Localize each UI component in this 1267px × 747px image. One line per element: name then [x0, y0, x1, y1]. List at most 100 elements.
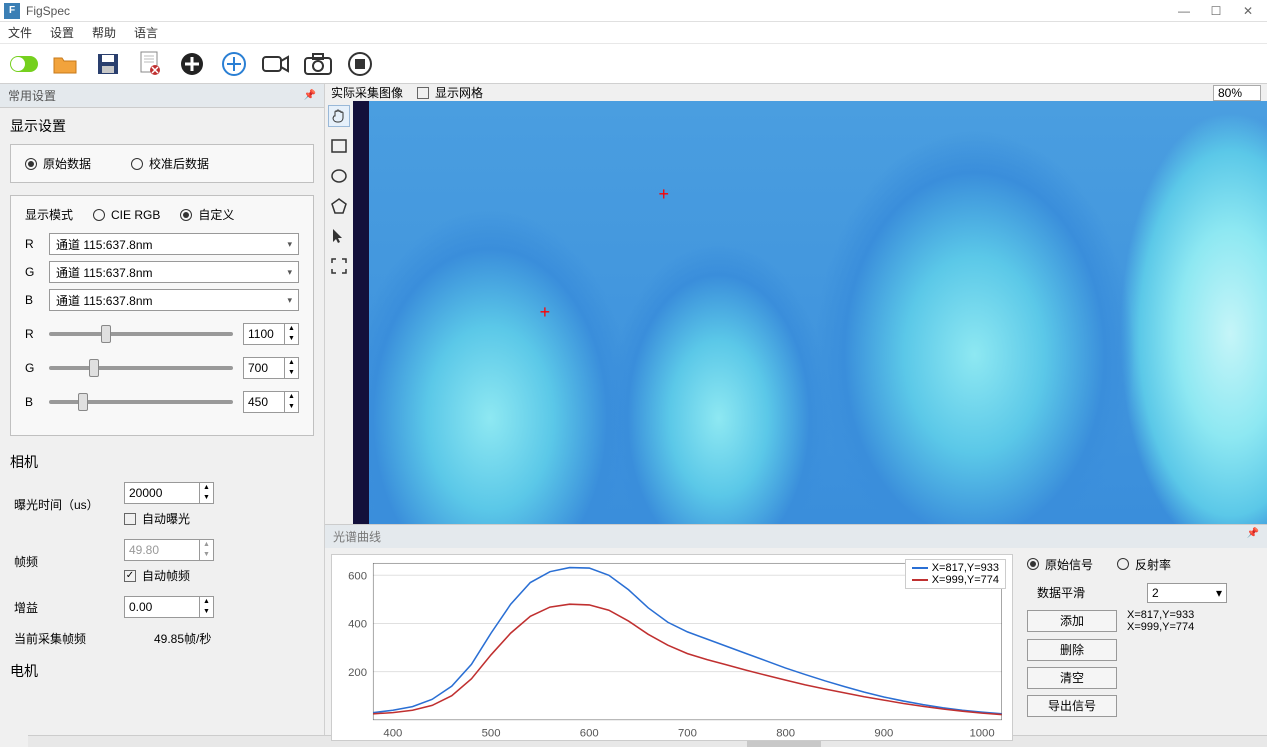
show-grid-label: 显示网格: [435, 84, 483, 101]
maximize-button[interactable]: ☐: [1201, 2, 1231, 20]
hyperspectral-image: [353, 101, 1267, 523]
caret-icon: ▾: [287, 295, 292, 306]
b-channel-label: B: [25, 293, 39, 307]
data-mode-box: 原始数据 校准后数据: [10, 144, 314, 183]
b-gain-slider[interactable]: [49, 400, 233, 404]
spectrum-title: 光谱曲线: [333, 528, 381, 545]
open-icon[interactable]: [52, 50, 80, 78]
delete-button[interactable]: 删除: [1027, 639, 1117, 661]
radio-custom-label: 自定义: [198, 206, 234, 223]
pin-icon[interactable]: 📌: [1247, 528, 1259, 545]
svg-text:400: 400: [348, 618, 367, 630]
b-channel-value: 通道 115:637.8nm: [56, 292, 153, 309]
gain-spin[interactable]: 0.00▲▼: [124, 596, 214, 618]
image-viewport[interactable]: + +: [353, 101, 1267, 523]
b-channel-select[interactable]: 通道 115:637.8nm ▾: [49, 289, 299, 311]
spectrum-panel: 光谱曲线 📌 2004006004005006007008009001000 X…: [325, 524, 1267, 747]
crosshair-1[interactable]: +: [658, 185, 669, 203]
add-button[interactable]: 添加: [1027, 610, 1117, 632]
svg-text:900: 900: [874, 727, 893, 739]
close-button[interactable]: ✕: [1233, 2, 1263, 20]
coord-2: X=999,Y=774: [1127, 621, 1194, 633]
menu-file[interactable]: 文件: [8, 24, 32, 41]
svg-text:800: 800: [776, 727, 795, 739]
radio-raw-signal[interactable]: 原始信号: [1027, 556, 1093, 573]
menu-help[interactable]: 帮助: [92, 24, 116, 41]
r-gain-slider[interactable]: [49, 332, 233, 336]
exposure-label: 曝光时间（us）: [14, 496, 124, 513]
svg-text:500: 500: [482, 727, 501, 739]
radio-cie-label: CIE RGB: [111, 208, 160, 222]
menu-settings[interactable]: 设置: [50, 24, 74, 41]
app-title: FigSpec: [26, 4, 1169, 18]
radio-raw-label: 原始数据: [43, 155, 91, 172]
gain-label: 增益: [14, 599, 124, 616]
g-channel-label: G: [25, 265, 39, 279]
polygon-tool[interactable]: [328, 195, 350, 217]
motor-title: 电机: [0, 653, 324, 685]
image-header-label: 实际采集图像: [331, 84, 403, 101]
radio-calibrated-data[interactable]: 校准后数据: [131, 155, 209, 172]
exposure-spin[interactable]: 20000▲▼: [124, 482, 214, 504]
g-gain-slider[interactable]: [49, 366, 233, 370]
titlebar: F FigSpec — ☐ ✕: [0, 0, 1267, 22]
auto-exposure-checkbox[interactable]: 自动曝光: [124, 510, 214, 527]
image-area: + +: [325, 101, 1267, 523]
r-gain-spin[interactable]: 1100▲▼: [243, 323, 299, 345]
g-gain-spin[interactable]: 700▲▼: [243, 357, 299, 379]
pointer-tool[interactable]: [328, 225, 350, 247]
legend-0: X=817,Y=933: [932, 562, 999, 574]
display-mode-label: 显示模式: [25, 206, 73, 223]
camera-icon[interactable]: [304, 50, 332, 78]
discard-doc-icon[interactable]: [136, 50, 164, 78]
fullscreen-tool[interactable]: [328, 255, 350, 277]
sidebar-panel-title: 常用设置: [8, 87, 56, 104]
auto-fps-checkbox[interactable]: 自动帧频: [124, 567, 214, 584]
svg-text:200: 200: [348, 666, 367, 678]
export-button[interactable]: 导出信号: [1027, 695, 1117, 717]
reflectance-label: 反射率: [1135, 556, 1171, 573]
menubar: 文件 设置 帮助 语言: [0, 22, 1267, 44]
radio-cie-rgb[interactable]: CIE RGB: [93, 208, 160, 222]
smoothing-select[interactable]: 2 ▾: [1147, 583, 1227, 603]
fps-label: 帧频: [14, 553, 124, 570]
hand-tool[interactable]: [328, 105, 350, 127]
pin-icon[interactable]: 📌: [304, 90, 316, 101]
g-channel-select[interactable]: 通道 115:637.8nm ▾: [49, 261, 299, 283]
svg-text:700: 700: [678, 727, 697, 739]
b-gain-spin[interactable]: 450▲▼: [243, 391, 299, 413]
r-channel-label: R: [25, 237, 39, 251]
add-circle-icon[interactable]: [178, 50, 206, 78]
stop-icon[interactable]: [346, 50, 374, 78]
zoom-value[interactable]: 80%: [1213, 85, 1261, 101]
caret-icon: ▾: [1216, 586, 1222, 600]
crosshair-2[interactable]: +: [540, 303, 551, 321]
svg-text:400: 400: [383, 727, 402, 739]
display-mode-box: 显示模式 CIE RGB 自定义 R 通道 115:637.8nm ▾ G: [10, 195, 314, 436]
legend-1: X=999,Y=774: [932, 574, 999, 586]
show-grid-checkbox[interactable]: 显示网格: [417, 84, 483, 101]
rect-tool[interactable]: [328, 135, 350, 157]
radio-custom[interactable]: 自定义: [180, 206, 234, 223]
video-icon[interactable]: [262, 50, 290, 78]
fps-spin[interactable]: 49.80▲▼: [124, 539, 214, 561]
app-icon: F: [4, 3, 20, 19]
smoothing-label: 数据平滑: [1027, 584, 1137, 601]
auto-fps-label: 自动帧频: [142, 567, 190, 584]
content-area: 实际采集图像 显示网格 80%: [325, 84, 1267, 747]
toolbar: [0, 44, 1267, 84]
ellipse-tool[interactable]: [328, 165, 350, 187]
spectrum-controls: 原始信号 反射率 数据平滑 2 ▾: [1019, 548, 1267, 747]
acquisition-toggle[interactable]: [10, 50, 38, 78]
r-channel-select[interactable]: 通道 115:637.8nm ▾: [49, 233, 299, 255]
menu-language[interactable]: 语言: [134, 24, 158, 41]
radio-raw-data[interactable]: 原始数据: [25, 155, 91, 172]
radio-reflectance[interactable]: 反射率: [1117, 556, 1171, 573]
add-target-icon[interactable]: [220, 50, 248, 78]
chart-legend: X=817,Y=933 X=999,Y=774: [905, 559, 1006, 589]
display-settings-title: 显示设置: [0, 108, 324, 140]
clear-button[interactable]: 清空: [1027, 667, 1117, 689]
save-icon[interactable]: [94, 50, 122, 78]
svg-text:600: 600: [348, 570, 367, 582]
minimize-button[interactable]: —: [1169, 2, 1199, 20]
